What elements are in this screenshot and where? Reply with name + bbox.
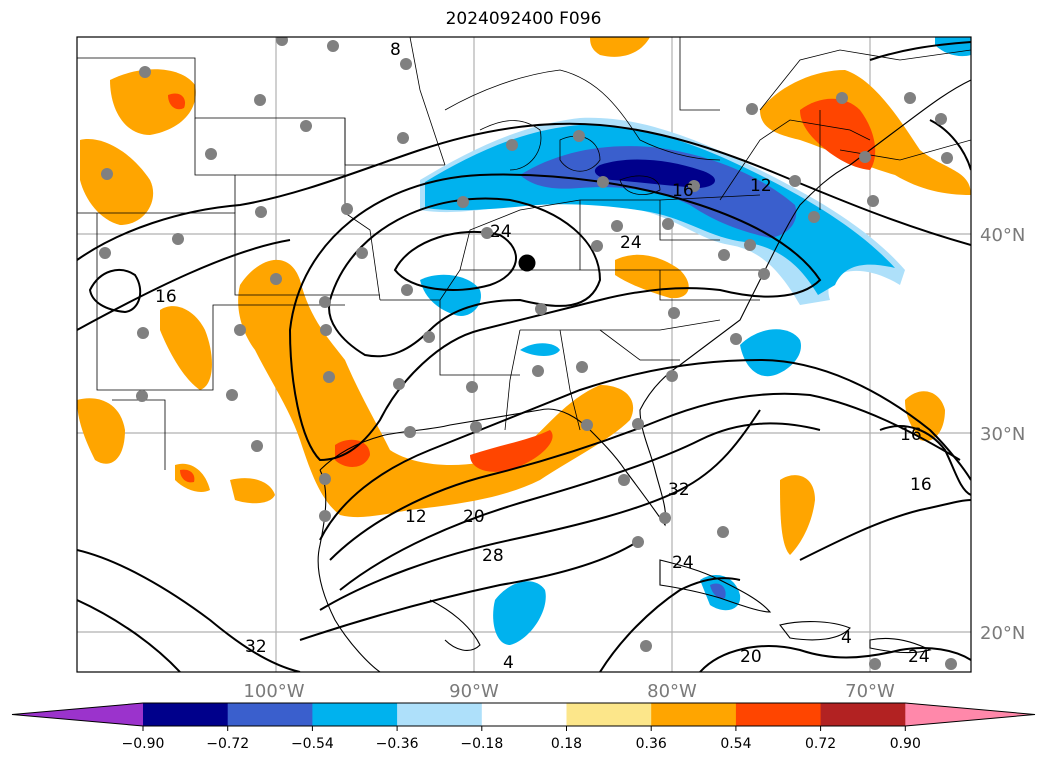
contour-label: 32 xyxy=(668,480,690,500)
colorbar-tick-label: 0.72 xyxy=(805,736,836,752)
colorbar-tick-label: 0.18 xyxy=(551,736,582,752)
contour-label: 4 xyxy=(841,628,852,648)
colorbar-tick-label: 0.90 xyxy=(890,736,921,752)
contour-label: 12 xyxy=(750,176,772,196)
contour-label: 24 xyxy=(672,553,694,573)
colorbar-tick-label: −0.18 xyxy=(460,736,503,752)
political-boundaries xyxy=(77,37,971,470)
contour-label: 16 xyxy=(155,287,177,307)
colorbar-segment xyxy=(143,703,229,726)
contour-label: 28 xyxy=(482,546,504,566)
contour-label: 24 xyxy=(908,647,930,667)
contour-label: 4 xyxy=(503,653,514,673)
contour-label: 16 xyxy=(910,475,932,495)
colorbar-tick-label: −0.54 xyxy=(291,736,334,752)
latitude-label: 20°N xyxy=(980,623,1025,644)
colorbar-tick-label: −0.36 xyxy=(376,736,419,752)
contour-label: 24 xyxy=(620,233,642,253)
latitude-labels: 40°N 30°N 20°N xyxy=(980,225,1025,644)
colorbar-segment xyxy=(312,703,398,726)
colorbar xyxy=(11,702,1036,727)
map-title: 2024092400 F096 xyxy=(445,9,602,29)
contour-label: 12 xyxy=(405,507,427,527)
colorbar-segment xyxy=(566,703,652,726)
colorbar-segment xyxy=(397,703,483,726)
contour-label: 8 xyxy=(390,40,401,60)
contour-label: 16 xyxy=(900,425,922,445)
colorbar-segment xyxy=(481,703,567,726)
contour-label: 32 xyxy=(245,637,267,657)
colorbar-tick-label: −0.90 xyxy=(122,736,165,752)
longitude-label: 70°W xyxy=(845,681,895,702)
contour-label: 20 xyxy=(740,647,762,667)
longitude-label: 90°W xyxy=(449,681,499,702)
colorbar-extend-min xyxy=(12,703,143,726)
colorbar-tick-label: −0.72 xyxy=(206,736,249,752)
colorbar-extend-max xyxy=(905,703,1035,726)
colorbar-segment xyxy=(651,703,737,726)
negative-band-dark xyxy=(594,159,715,188)
contour-label: 20 xyxy=(463,507,485,527)
colorbar-tick-label: 0.36 xyxy=(636,736,667,752)
colorbar-ticks: −0.90 −0.72 −0.54 −0.36 −0.18 0.18 0.36 0.54 0.7… xyxy=(122,726,921,752)
contour-labels: 8 24 16 12 24 16 16 16 12 20 28 32 24 32… xyxy=(155,40,932,673)
map-frame xyxy=(76,36,972,673)
target-point-marker xyxy=(518,254,536,272)
colorbar-segment xyxy=(227,703,313,726)
longitude-label: 100°W xyxy=(243,681,304,702)
colorbar-segment xyxy=(735,703,822,726)
longitude-label: 80°W xyxy=(647,681,697,702)
coastlines xyxy=(317,79,971,672)
station-markers xyxy=(99,37,957,670)
latitude-label: 30°N xyxy=(980,424,1025,445)
colorbar-segment xyxy=(820,703,906,726)
height-contours xyxy=(77,41,971,672)
colorbar-tick-label: 0.54 xyxy=(720,736,751,752)
contour-label: 16 xyxy=(672,181,694,201)
longitude-labels: 100°W 90°W 80°W 70°W xyxy=(243,681,895,702)
contour-label: 24 xyxy=(490,222,512,242)
latitude-label: 40°N xyxy=(980,225,1025,246)
